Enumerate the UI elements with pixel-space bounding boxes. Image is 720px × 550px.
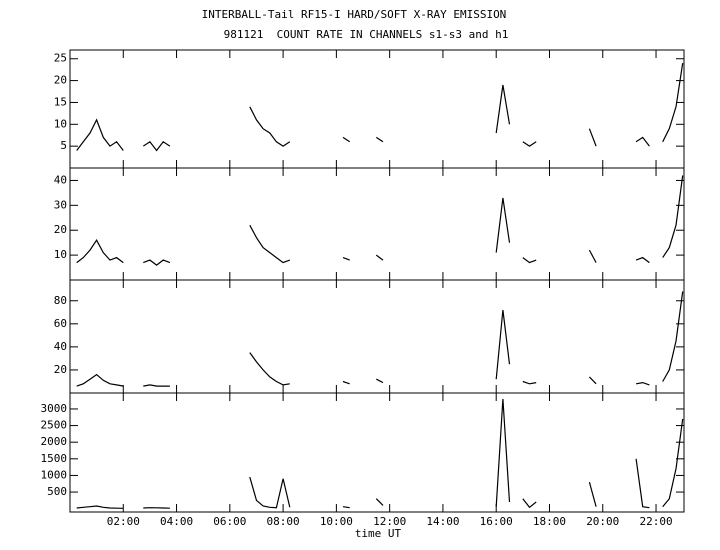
y-tick-label: 2500: [41, 419, 68, 432]
chart-subtitle: 981121 COUNT RATE IN CHANNELS s1-s3 and …: [224, 28, 509, 41]
y-tick-label: 3000: [41, 402, 68, 415]
y-tick-label: 10: [54, 117, 67, 130]
y-tick-label: 2000: [41, 435, 68, 448]
x-tick-label: 22:00: [639, 515, 672, 528]
x-tick-label: 18:00: [533, 515, 566, 528]
y-tick-label: 20: [54, 363, 67, 376]
y-tick-label: 1000: [41, 468, 68, 481]
x-tick-label: 16:00: [480, 515, 513, 528]
x-tick-label: 10:00: [320, 515, 353, 528]
y-tick-label: 500: [47, 485, 67, 498]
panel-frame: [69, 167, 685, 281]
data-line: [76, 63, 684, 152]
data-line: [76, 291, 684, 387]
y-tick-label: 10: [54, 248, 67, 261]
x-tick-label: 20:00: [586, 515, 619, 528]
y-tick-label: 15: [54, 95, 67, 108]
y-tick-label: 40: [54, 340, 67, 353]
data-line: [76, 175, 684, 266]
x-tick-label: 12:00: [373, 515, 406, 528]
y-tick-label: 1500: [41, 452, 68, 465]
panel-frame: [69, 49, 685, 169]
data-line: [76, 398, 684, 509]
y-tick-label: 80: [54, 294, 67, 307]
y-tick-label: 20: [54, 223, 67, 236]
chart-title: INTERBALL-Tail RF15-I HARD/SOFT X-RAY EM…: [202, 8, 507, 21]
y-tick-label: 60: [54, 317, 67, 330]
x-tick-label: 14:00: [426, 515, 459, 528]
x-axis-label: time UT: [355, 527, 402, 540]
panel-frame: [69, 279, 685, 394]
y-tick-label: 5: [60, 139, 67, 152]
x-tick-label: 08:00: [267, 515, 300, 528]
x-tick-label: 06:00: [213, 515, 246, 528]
panel-frame: [69, 392, 685, 513]
x-tick-label: 04:00: [160, 515, 193, 528]
y-tick-label: 25: [54, 52, 67, 65]
y-tick-label: 40: [54, 173, 67, 186]
y-tick-label: 20: [54, 74, 67, 87]
x-tick-label: 02:00: [107, 515, 140, 528]
y-tick-label: 30: [54, 198, 67, 211]
